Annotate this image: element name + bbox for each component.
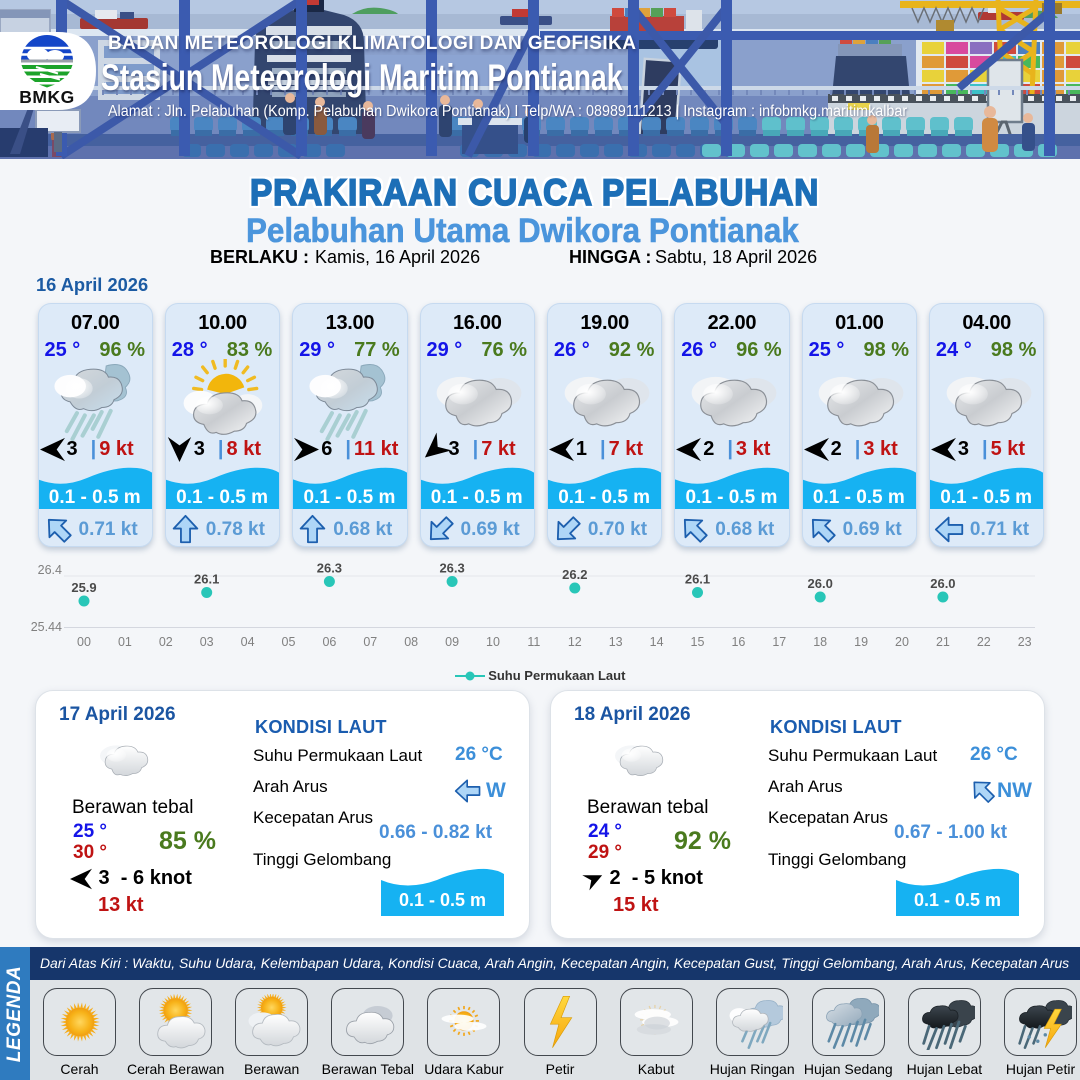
svg-text:11: 11 bbox=[527, 635, 540, 649]
svg-text:07: 07 bbox=[363, 635, 377, 649]
svg-text:14: 14 bbox=[650, 635, 664, 649]
svg-text:26.4: 26.4 bbox=[38, 563, 62, 577]
svg-text:22: 22 bbox=[977, 635, 991, 649]
svg-text:25.44: 25.44 bbox=[31, 620, 62, 634]
svg-text:01: 01 bbox=[118, 635, 132, 649]
svg-text:03: 03 bbox=[200, 635, 214, 649]
svg-text:23: 23 bbox=[1018, 635, 1032, 649]
svg-text:18: 18 bbox=[813, 635, 827, 649]
svg-text:16: 16 bbox=[731, 635, 745, 649]
svg-text:26.1: 26.1 bbox=[685, 572, 710, 587]
svg-text:20: 20 bbox=[895, 635, 909, 649]
svg-text:04: 04 bbox=[241, 635, 255, 649]
svg-text:19: 19 bbox=[854, 635, 868, 649]
svg-text:26.3: 26.3 bbox=[317, 561, 342, 576]
svg-text:09: 09 bbox=[445, 635, 459, 649]
svg-text:26.0: 26.0 bbox=[930, 576, 955, 591]
svg-text:BMKG: BMKG bbox=[19, 87, 74, 107]
svg-text:13: 13 bbox=[609, 635, 623, 649]
svg-text:05: 05 bbox=[282, 635, 296, 649]
svg-text:15: 15 bbox=[691, 635, 705, 649]
svg-text:26.2: 26.2 bbox=[562, 567, 587, 582]
svg-text:26.0: 26.0 bbox=[808, 576, 833, 591]
svg-text:00: 00 bbox=[77, 635, 91, 649]
svg-text:17: 17 bbox=[772, 635, 786, 649]
svg-text:08: 08 bbox=[404, 635, 418, 649]
svg-text:02: 02 bbox=[159, 635, 173, 649]
svg-text:26.1: 26.1 bbox=[194, 572, 219, 587]
svg-text:21: 21 bbox=[936, 635, 950, 649]
svg-text:06: 06 bbox=[322, 635, 336, 649]
svg-text:12: 12 bbox=[568, 635, 582, 649]
svg-text:10: 10 bbox=[486, 635, 500, 649]
svg-text:25.9: 25.9 bbox=[71, 580, 96, 595]
svg-text:26.3: 26.3 bbox=[439, 561, 464, 576]
